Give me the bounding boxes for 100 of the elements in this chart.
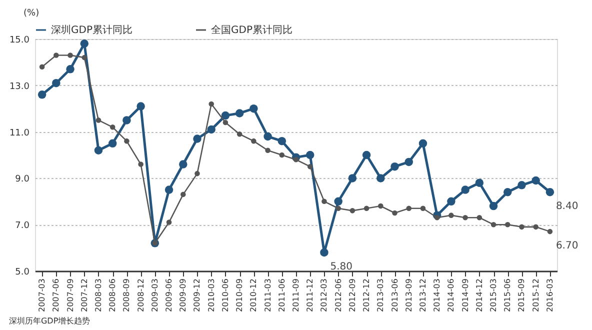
x-tick-label: 2009-09 [178,278,188,312]
point [420,206,426,211]
x-tick-label: 2010-03 [206,278,216,312]
point [222,120,228,126]
point [251,138,256,144]
point [418,139,428,148]
point [334,197,342,206]
annotation: 6.70 [556,240,578,252]
x-tick-label: 2008-06 [108,278,118,312]
point [434,215,440,220]
point [532,176,540,185]
x-tick-label: 2011-06 [277,278,286,312]
x-tick-label: 2011-03 [263,278,272,312]
point [390,162,399,171]
x-tick-label: 2009-06 [164,278,174,312]
point [293,157,299,162]
legend-label: 深圳GDP累计同比 [51,24,132,36]
point [66,65,74,74]
point [194,170,200,176]
point [54,52,59,58]
x-tick-label: 2015-03 [489,278,498,312]
x-tick-label: 2010-06 [220,278,230,312]
point [38,90,46,99]
x-tick-label: 2015-06 [503,278,512,312]
point [96,118,102,123]
x-tick-label: 2014-06 [446,278,456,312]
point [364,206,370,211]
point [350,208,356,214]
point [193,134,202,143]
point [476,215,482,220]
x-tick-label: 2013-09 [404,278,414,312]
x-tick-label: 2009-12 [192,278,202,312]
y-tick-label: 13.0 [9,82,30,92]
point [124,138,130,144]
x-tick-label: 2013-03 [376,278,386,312]
x-tick-label: 2008-12 [136,278,146,312]
x-tick-label: 2014-12 [474,278,484,312]
x-tick-label: 2012-12 [362,278,372,312]
x-tick-label: 2012-09 [348,278,357,312]
point [461,186,470,194]
point [207,125,216,134]
x-tick-label: 2010-12 [249,278,258,312]
point [279,152,285,158]
point [306,150,314,160]
point [307,164,313,170]
x-tick-label: 2007-03 [38,278,47,312]
point [52,78,60,88]
point [546,188,554,196]
x-tick-label: 2010-09 [235,278,244,312]
x-tick-label: 2013-06 [390,278,400,312]
x-tick-label: 2008-09 [122,278,132,312]
y-tick-label: 11.0 [9,128,30,138]
x-tick-label: 2013-12 [418,278,428,312]
text: 深圳历年GDP增长趋势 [8,316,90,326]
point [518,181,526,190]
x-tick-label: 2015-09 [517,278,526,312]
point [179,160,188,168]
x-tick-label: 2014-09 [460,278,470,312]
point [250,104,258,113]
x-tick-label: 2009-03 [150,278,160,312]
point [404,158,413,166]
point [519,224,524,230]
x-tick-label: 2016-03 [545,278,554,312]
x-tick-label: 2011-12 [306,278,315,312]
point [447,197,456,206]
point [489,202,498,210]
annotation: 5.80 [330,261,352,272]
point [504,188,512,196]
y-tick-label: 7.0 [15,221,30,232]
point [180,192,186,198]
point [108,139,117,148]
x-tick-label: 2007-09 [66,278,75,312]
point [94,146,103,154]
point [208,101,214,107]
x-tick-label: 2014-03 [432,278,442,312]
point [221,111,230,120]
point [138,162,144,167]
point [378,203,384,209]
x-tick-label: 2008-03 [94,278,103,312]
point [278,136,286,146]
y-tick-label: 5.0 [15,268,30,278]
y-tick-label: 15.0 [9,36,30,46]
point [376,174,385,182]
y-tick-label: 9.0 [15,174,30,185]
point [82,54,88,60]
point [122,116,131,124]
point [547,228,553,234]
point [504,222,510,228]
point [475,178,484,187]
point [265,148,270,153]
point [136,102,145,110]
point [322,198,327,204]
point [348,174,357,182]
point [336,206,341,211]
legend-label: 全国GDP累计同比 [211,24,292,36]
point [264,132,272,141]
point [68,52,73,58]
x-tick-label: 2012-06 [334,278,343,312]
x-tick-label: 2012-03 [320,278,329,312]
point [392,210,398,216]
